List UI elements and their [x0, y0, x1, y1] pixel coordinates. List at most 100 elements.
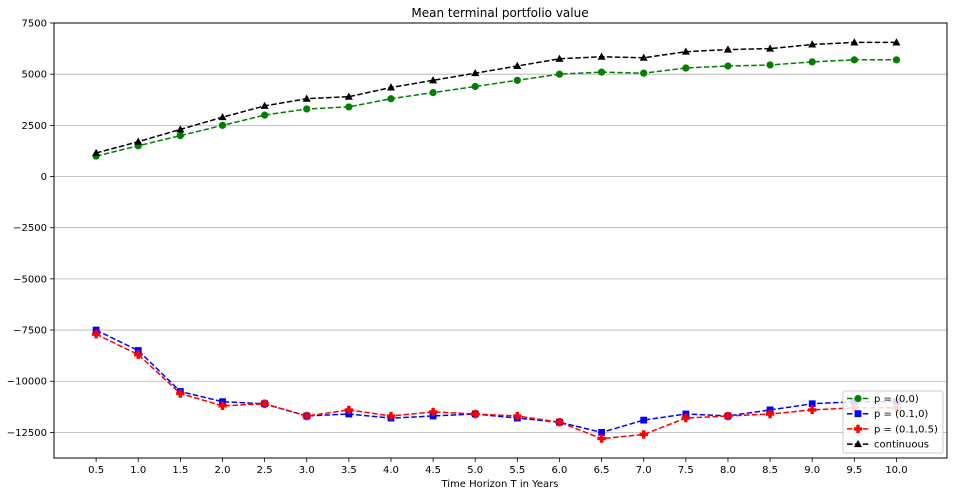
chart-title: Mean terminal portfolio value	[411, 6, 588, 20]
x-tick-label: 0.5	[88, 465, 104, 476]
x-tick-label: 3.0	[299, 465, 315, 476]
legend: p = (0,0) p = (0.1,0) p = (0.1,0.5) continu…	[842, 390, 944, 454]
y-axis: −12500 −10000 −7500 −5000 −2500 0 2500 5000 7500	[7, 19, 54, 439]
data-point	[176, 131, 184, 140]
data-point	[808, 405, 817, 415]
data-point	[260, 399, 269, 408]
series-line	[95, 41, 897, 154]
legend-item: p = (0,0)	[847, 394, 919, 405]
y-tick-label: 5000	[22, 70, 47, 81]
data-point	[808, 58, 816, 66]
data-point	[640, 416, 648, 424]
x-tick-label: 2.0	[215, 465, 231, 476]
data-point	[682, 64, 690, 72]
data-point	[513, 61, 522, 69]
data-point	[302, 94, 311, 102]
data-point	[766, 61, 774, 69]
x-tick-label: 1.5	[172, 465, 188, 476]
data-point	[850, 38, 859, 46]
data-point	[513, 76, 521, 84]
data-point	[218, 401, 227, 410]
data-point	[176, 125, 185, 133]
data-point	[555, 70, 564, 78]
data-point	[345, 103, 353, 111]
data-point	[303, 105, 311, 113]
data-point	[724, 62, 732, 70]
data-point	[597, 434, 606, 443]
legend-label: p = (0.1,0.5)	[874, 424, 938, 435]
y-tick-label: −10000	[7, 377, 47, 388]
data-point	[386, 83, 395, 91]
x-tick-label: 8.5	[762, 465, 778, 476]
data-point	[639, 430, 648, 439]
data-point	[681, 413, 691, 423]
y-tick-label: 0	[41, 172, 47, 183]
data-point	[850, 56, 858, 64]
series-3	[92, 38, 901, 156]
data-point	[344, 92, 353, 100]
legend-marker	[854, 439, 862, 448]
data-point	[134, 350, 143, 359]
x-tick-label: 7.0	[636, 465, 652, 476]
data-point	[471, 82, 479, 91]
data-point	[555, 54, 564, 62]
series-layer	[91, 38, 901, 443]
plot-area-frame	[53, 22, 948, 459]
data-point	[218, 121, 227, 129]
legend-marker	[854, 394, 862, 403]
x-axis-label: Time Horizon T in Years	[440, 479, 558, 490]
data-point	[471, 68, 480, 77]
x-tick-label: 7.5	[678, 465, 694, 476]
legend-item: p = (0.1,0)	[847, 409, 928, 420]
data-point	[134, 137, 143, 145]
data-point	[260, 101, 269, 109]
legend-box	[842, 390, 944, 454]
x-tick-label: 3.5	[341, 465, 357, 476]
data-point	[302, 411, 311, 421]
data-point	[555, 417, 564, 427]
data-point	[765, 409, 775, 419]
x-tick-label: 4.0	[383, 465, 399, 476]
data-point	[808, 40, 817, 48]
legend-label: p = (0.1,0)	[874, 409, 928, 420]
y-tick-label: −7500	[13, 326, 47, 337]
legend-item: continuous	[847, 440, 929, 451]
data-point	[344, 405, 354, 415]
y-tick-label: 7500	[22, 19, 47, 30]
legend-marker	[854, 410, 862, 418]
data-point	[766, 44, 775, 52]
legend-label: p = (0,0)	[874, 394, 919, 405]
data-point	[892, 38, 901, 46]
data-point	[640, 69, 648, 77]
data-point	[639, 53, 648, 61]
legend-label: continuous	[874, 440, 929, 451]
x-tick-label: 8.0	[720, 465, 736, 476]
series-line	[95, 333, 897, 440]
data-point	[176, 389, 185, 398]
y-tick-label: 2500	[22, 121, 47, 132]
data-point	[597, 52, 606, 60]
data-point	[429, 89, 437, 97]
data-point	[386, 411, 396, 421]
data-point	[387, 95, 395, 103]
legend-item: p = (0.1,0.5)	[847, 424, 938, 435]
data-point	[429, 76, 438, 84]
y-tick-label: −2500	[13, 223, 47, 234]
data-point	[513, 411, 522, 421]
legend-marker	[853, 424, 863, 434]
y-tick-label: −12500	[7, 428, 47, 439]
x-tick-label: 4.5	[425, 465, 441, 476]
x-tick-label: 5.0	[467, 465, 483, 476]
x-tick-label: 1.0	[130, 465, 146, 476]
data-point	[723, 411, 733, 421]
data-point	[428, 407, 438, 417]
x-tick-label: 6.5	[594, 465, 610, 476]
x-tick-label: 10.0	[885, 465, 907, 476]
x-tick-label: 6.0	[552, 465, 568, 476]
series-line	[95, 59, 897, 157]
x-tick-label: 9.5	[846, 465, 862, 476]
x-tick-label: 5.5	[509, 465, 525, 476]
data-point	[91, 329, 101, 339]
data-point	[598, 429, 605, 436]
